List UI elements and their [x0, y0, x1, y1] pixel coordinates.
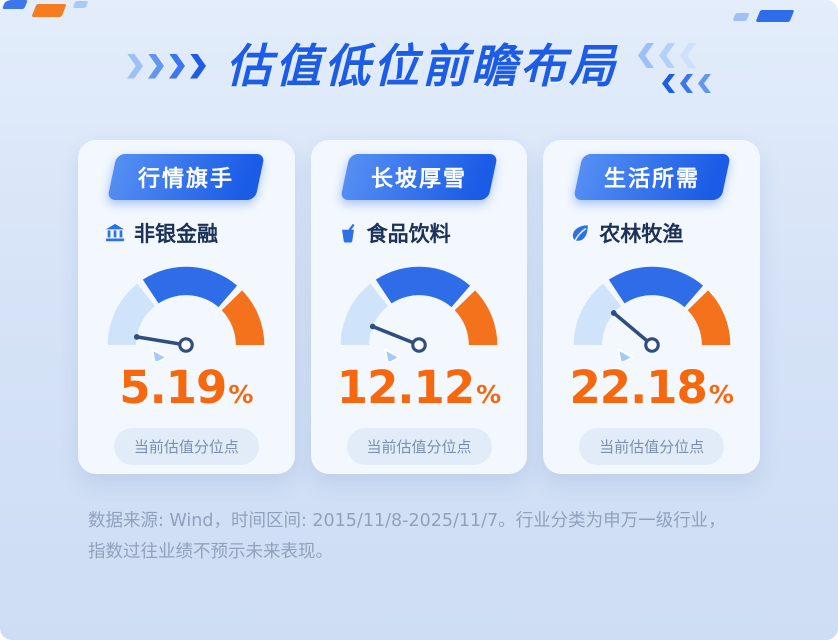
- gauge-segment: [375, 266, 471, 308]
- corner-deco-blue: [2, 0, 28, 9]
- chevron-left-icon: [662, 74, 675, 93]
- gauge-needle: [369, 323, 421, 347]
- percentile-value: 22.18 %: [569, 361, 733, 414]
- gauge-hub: [178, 337, 195, 353]
- leaf-icon: [573, 225, 589, 242]
- chevron-right-icon: [169, 53, 185, 79]
- percentile-value: 12.12 %: [337, 361, 501, 414]
- gauge-chart: [573, 266, 730, 362]
- chevron-right-group: [638, 43, 711, 93]
- industry-label: 农林牧渔: [599, 222, 684, 246]
- corner-deco-lightblue: [72, 1, 89, 8]
- industry-label: 非银金融: [134, 222, 218, 246]
- industry-row: 非银金融: [104, 218, 218, 248]
- card-badge-label: 生活所需: [603, 167, 700, 192]
- gauge-hub: [643, 337, 660, 353]
- percentile-number: 22.18: [569, 361, 707, 415]
- percentile-caption: 当前估值分位点: [346, 428, 492, 466]
- drink-icon: [341, 223, 355, 243]
- gauge-segment: [222, 290, 265, 345]
- industry-label: 食品饮料: [366, 222, 451, 246]
- percentile-number: 12.12: [336, 361, 475, 415]
- chevron-left-group: [127, 53, 206, 79]
- gauge-segment: [340, 283, 388, 345]
- chevron-row-dark: [662, 74, 711, 93]
- chevron-right-icon: [127, 53, 143, 79]
- chevron-left-icon: [638, 43, 654, 68]
- card-agriculture: 生活所需 农林牧渔 22.18 % 当前估值分: [543, 140, 761, 474]
- percentile-unit: %: [708, 380, 734, 410]
- card-food-beverage: 长坡厚雪 食品饮料 12.12: [310, 140, 528, 474]
- percentile-caption: 当前估值分位点: [113, 428, 259, 466]
- card-non-bank-finance: 行情旗手 非银金融: [78, 140, 295, 474]
- percentile-caption: 当前估值分位点: [579, 428, 725, 466]
- card-badge-label: 行情旗手: [138, 167, 235, 192]
- chevron-left-icon: [659, 43, 675, 68]
- gauge-hub: [411, 337, 427, 353]
- cursor-icon: [384, 348, 401, 362]
- cards-row: 行情旗手 非银金融: [78, 140, 761, 474]
- footnote: 数据来源: Wind，时间区间: 2015/11/8-2025/11/7。行业分…: [88, 511, 726, 562]
- gauge-segment: [573, 283, 621, 345]
- header: 估值低位前瞻布局: [0, 30, 838, 96]
- card-badge-label: 长坡厚雪: [371, 167, 468, 192]
- card-badge: 行情旗手: [107, 154, 266, 200]
- corner-deco-orange: [31, 4, 67, 17]
- gauge-needle: [134, 334, 189, 347]
- gauge-segment: [454, 290, 498, 345]
- gauge-segment: [143, 266, 238, 308]
- chevron-left-icon: [680, 43, 696, 68]
- gauge-needle: [610, 310, 654, 347]
- corner-deco-lightblue-right: [732, 13, 750, 21]
- cursor-icon: [151, 348, 168, 362]
- chevron-left-icon: [698, 74, 711, 93]
- chevron-right-icon: [190, 53, 206, 79]
- gauge-chart: [108, 266, 265, 362]
- cursor-icon: [616, 348, 633, 362]
- gauge-chart: [340, 266, 498, 362]
- chevron-row-light: [638, 43, 711, 68]
- page-title: 估值低位前瞻布局: [226, 39, 618, 93]
- percentile-unit: %: [228, 380, 254, 410]
- card-badge: 长坡厚雪: [340, 154, 498, 200]
- industry-row: 农林牧渔: [569, 218, 683, 248]
- percentile-unit: %: [476, 380, 502, 410]
- bank-icon: [105, 223, 125, 242]
- gauge-segment: [608, 266, 703, 308]
- percentile-value: 5.19 %: [119, 361, 253, 414]
- card-badge: 生活所需: [572, 154, 731, 200]
- corner-deco-blue-right: [755, 10, 795, 22]
- gauge-segment: [687, 290, 730, 345]
- chevron-left-icon: [680, 74, 693, 93]
- industry-row: 食品饮料: [337, 218, 451, 248]
- gauge-segment: [108, 283, 156, 345]
- percentile-number: 5.19: [119, 361, 227, 415]
- chevron-right-icon: [148, 53, 164, 79]
